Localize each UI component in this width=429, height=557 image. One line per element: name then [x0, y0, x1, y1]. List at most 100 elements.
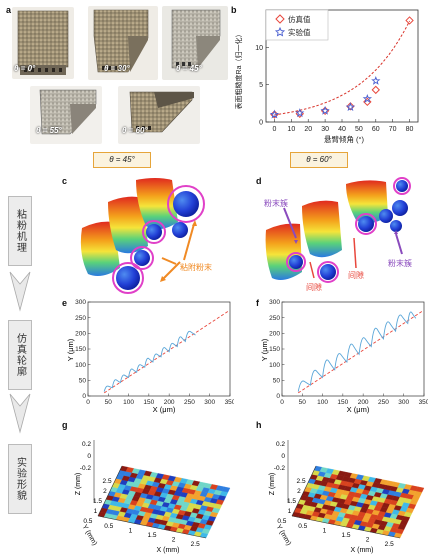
x-tick-label: 1 [323, 528, 327, 535]
powder-particle [358, 216, 374, 232]
plot-frame [87, 301, 231, 397]
melt-pool-shape [346, 180, 388, 224]
y-axis-label: Y (mm) [81, 524, 98, 547]
x-tick-label: 1.5 [341, 532, 350, 539]
y-tick-label: 10 [255, 45, 263, 52]
x-tick-label: 200 [358, 399, 369, 406]
z-tick-label: 0 [87, 453, 91, 460]
metal-part-image [162, 6, 228, 80]
powder-particle [289, 255, 303, 269]
panel-label-b: b [231, 5, 237, 15]
x-tick-label: 250 [184, 399, 195, 406]
x-axis-label: X (μm) [153, 405, 176, 414]
powder-particle [173, 191, 199, 217]
profile-45-chart: 0 50 100 150 200 250 300 350050100150200250300 … [66, 299, 234, 414]
panel-label-g: g [62, 420, 68, 430]
panel-label-h: h [256, 420, 262, 430]
powder-ring [393, 177, 411, 195]
x-tick-label: 0.5 [104, 523, 113, 530]
exp-point [269, 109, 280, 119]
panel-label-e: e [62, 298, 68, 308]
powder-ring [286, 252, 306, 272]
y-tick-label: 5 [259, 82, 263, 89]
legend: 仿真值 实验值 [265, 9, 329, 41]
surface-map [97, 465, 231, 539]
x-tick-label: 50 [355, 126, 363, 133]
chart-marks [297, 311, 423, 394]
metal-part-image [88, 6, 158, 80]
x-tick-label: 1 [129, 528, 133, 535]
y-tick-label: 1.5 [93, 498, 102, 505]
photo-label: θ = 0° [14, 64, 36, 73]
powder-particle [116, 266, 140, 290]
legend-box [265, 9, 329, 41]
powder-ring [167, 185, 205, 223]
x-tick-label: 2.5 [191, 541, 200, 548]
x-tick-label: 350 [225, 399, 234, 406]
annotation-arrow [161, 261, 181, 281]
y-tick-label: 1 [94, 508, 98, 515]
legend-series-1: 仿真值 [288, 14, 311, 24]
x-tick-label: 10 [287, 126, 295, 133]
powder-ring [355, 213, 377, 235]
y-tick-label: 200 [75, 331, 86, 338]
x-tick-label: 350 [419, 399, 428, 406]
profile-60-chart: 0 50 100 150 200 250 300 350050100150200250300 … [260, 299, 428, 414]
panel-label-f: f [256, 298, 259, 308]
plot-frame [281, 301, 425, 397]
exp-point [295, 108, 305, 118]
z-axis-label: Z (mm) [75, 473, 82, 496]
x-tick-label: 2 [172, 536, 176, 543]
chart-axes: 0.511.522.50.511.522.50.20-0.2 [80, 440, 207, 548]
profile-line [297, 311, 417, 392]
photo-theta-30: θ = 30° [88, 6, 158, 80]
photo-label: θ = 30° [104, 64, 130, 73]
y-tick-label: 200 [269, 331, 280, 338]
x-tick-label: 70 [389, 126, 397, 133]
metal-part-image [118, 86, 200, 144]
y-axis [97, 465, 123, 517]
y-tick-label: 2 [297, 488, 301, 495]
y-tick-label: 100 [269, 362, 280, 369]
y-tick-label: 50 [79, 378, 87, 385]
annotation-cluster-left: 粉末簇 [264, 198, 288, 208]
annotation-arrow [283, 207, 297, 239]
profile-line [103, 330, 196, 392]
sim-point [363, 97, 372, 107]
x-axis-label: 悬臂倾角 (°) [324, 134, 365, 144]
melt-pool-shape [108, 196, 148, 254]
y-axis-label: Y (μm) [66, 338, 75, 361]
x-axis-label: X (μm) [347, 405, 370, 414]
exp-point [345, 102, 356, 112]
x-tick-label: 300 [204, 399, 215, 406]
surface-cell [415, 486, 425, 493]
y-axis-label: 表面粗糙度Ra（归一化） [234, 31, 243, 110]
z-tick-label: 0 [281, 453, 285, 460]
sim-point [346, 102, 355, 111]
y-tick-label: 2.5 [103, 478, 112, 485]
side-label-simulation: 仿真轮廓 [8, 320, 32, 390]
chart-marks [269, 16, 414, 119]
x-tick-label: 100 [317, 399, 328, 406]
photo-label: θ = 55° [36, 126, 62, 135]
sim-point [371, 85, 380, 95]
y-tick-label: 0 [276, 393, 280, 400]
powder-particle [146, 224, 162, 240]
photo-label: θ = 45° [176, 64, 202, 73]
annotation-arrow [395, 233, 403, 255]
y-tick-label: 250 [75, 315, 86, 322]
legend-star-icon [274, 26, 286, 37]
annotation-arrow [353, 237, 357, 269]
y-tick-label: 1.5 [287, 498, 296, 505]
z-tick-label: 0.2 [82, 441, 91, 448]
metal-part-image [12, 7, 74, 79]
y-tick-label: 2.5 [297, 478, 306, 485]
reference-line [297, 311, 423, 394]
powder-particle [392, 200, 408, 216]
column-header-left: θ = 45° [93, 152, 151, 168]
x-tick-label: 80 [406, 126, 414, 133]
roughness-chart: 0 10 20 30 40 50 60 70 80 0 5 10 仿真值 实验值 悬臂倾角 (°) 表… [234, 9, 419, 144]
surface-45-heatmap: 0.511.522.50.511.522.50.20-0.2 Z (mm) Y … [75, 440, 231, 554]
z-axis-label: Z (mm) [269, 473, 276, 496]
x-tick-label: 40 [338, 126, 346, 133]
